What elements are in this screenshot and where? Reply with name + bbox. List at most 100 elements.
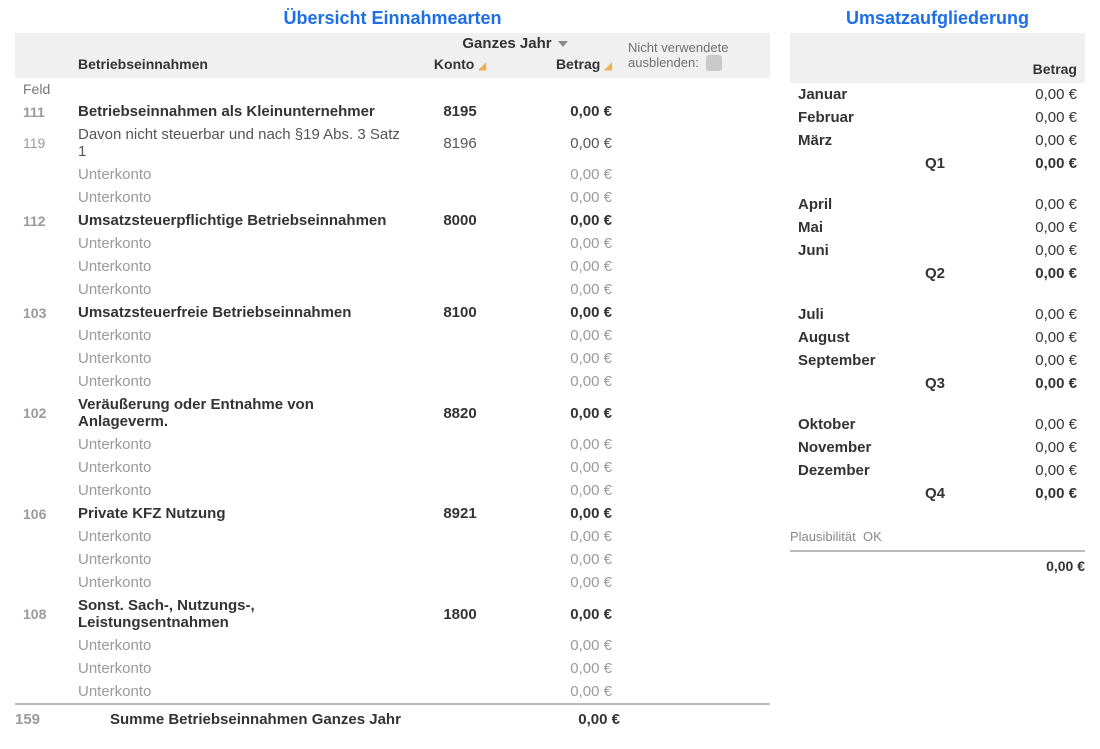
period-amount: 0,00 € [985, 152, 1085, 175]
table-row[interactable]: Unterkonto 0,00 € [15, 232, 770, 255]
quarter-row: Q10,00 € [790, 152, 1085, 175]
row-desc: Unterkonto [70, 680, 410, 704]
table-row[interactable]: Unterkonto0,00 € [15, 456, 770, 479]
period-amount: 0,00 € [985, 262, 1085, 285]
table-row[interactable]: 106Private KFZ Nutzung89210,00 € [15, 502, 770, 525]
table-row[interactable]: 119Davon nicht steuerbar und nach §19 Ab… [15, 123, 770, 163]
row-desc: Unterkonto [70, 571, 410, 594]
field-num [15, 433, 70, 456]
table-row[interactable]: Unterkonto0,00 € [15, 278, 770, 301]
month-row: November0,00 € [790, 436, 1085, 459]
table-row[interactable]: Unterkonto0,00 € [15, 324, 770, 347]
row-desc: Unterkonto [70, 479, 410, 502]
row-amount: 0,00 € [510, 163, 620, 186]
field-num [15, 324, 70, 347]
row-desc: Unterkonto [70, 657, 410, 680]
field-num [15, 680, 70, 704]
field-num [15, 370, 70, 393]
table-row[interactable]: Unterkonto 0,00 € [15, 347, 770, 370]
sort-indicator-icon: ◢ [604, 61, 612, 72]
row-amount: 0,00 € [510, 479, 620, 502]
income-overview-panel: Übersicht Einnahmearten Ganzes Jahr Nich… [15, 0, 770, 734]
period-dropdown[interactable]: Ganzes Jahr [462, 35, 567, 52]
period-label: Q2 [790, 262, 985, 285]
plausibility-label: Plausibilität [790, 529, 856, 544]
row-konto [410, 232, 510, 255]
period-label: März [790, 129, 985, 152]
row-amount: 0,00 € [510, 232, 620, 255]
table-row[interactable]: Unterkonto 0,00 € [15, 370, 770, 393]
month-row: Mai0,00 € [790, 216, 1085, 239]
period-label: Q1 [790, 152, 985, 175]
row-konto [410, 525, 510, 548]
row-konto: 8000 [410, 209, 510, 232]
table-row[interactable]: 108Sonst. Sach-, Nutzungs-, Leistungsent… [15, 594, 770, 634]
field-num: 112 [15, 209, 70, 232]
row-amount: 0,00 € [510, 123, 620, 163]
table-row[interactable]: 103Umsatzsteuerfreie Betriebseinnahmen81… [15, 301, 770, 324]
row-konto: 8100 [410, 301, 510, 324]
row-amount: 0,00 € [510, 347, 620, 370]
plausibility-row: Plausibilität OK [790, 523, 1085, 551]
table-row[interactable]: Unterkonto0,00 € [15, 548, 770, 571]
table-row[interactable]: Unterkonto0,00 € [15, 657, 770, 680]
row-amount: 0,00 € [510, 594, 620, 634]
table-row[interactable]: Unterkonto0,00 € [15, 433, 770, 456]
col-desc-header[interactable]: Betriebseinnahmen [78, 56, 208, 72]
month-row: April0,00 € [790, 193, 1085, 216]
row-amount: 0,00 € [510, 433, 620, 456]
table-row[interactable]: Unterkonto0,00 € [15, 571, 770, 594]
period-amount: 0,00 € [985, 372, 1085, 395]
sort-indicator-icon: ◢ [478, 61, 486, 72]
table-row[interactable]: Unterkonto0,00 € [15, 680, 770, 704]
row-amount: 0,00 € [510, 100, 620, 123]
quarter-row: Q20,00 € [790, 262, 1085, 285]
col-betrag-header[interactable]: Betrag [556, 56, 600, 72]
table-row[interactable]: Unterkonto0,00 € [15, 634, 770, 657]
field-num: 102 [15, 393, 70, 433]
period-label: Juni [790, 239, 985, 262]
field-num [15, 479, 70, 502]
table-row[interactable]: 112Umsatzsteuerpflichtige Betriebseinnah… [15, 209, 770, 232]
hide-unused-checkbox[interactable] [706, 55, 722, 71]
period-label: Q4 [790, 482, 985, 505]
row-desc: Unterkonto [70, 634, 410, 657]
row-konto [410, 324, 510, 347]
row-konto [410, 433, 510, 456]
row-amount: 0,00 € [510, 393, 620, 433]
row-desc: Unterkonto [70, 456, 410, 479]
row-amount: 0,00 € [510, 370, 620, 393]
month-row: Januar0,00 € [790, 83, 1085, 106]
table-row[interactable]: 111Betriebseinnahmen als Kleinunternehme… [15, 100, 770, 123]
table-row[interactable]: Unterkonto 0,00 € [15, 479, 770, 502]
table-row[interactable]: Unterkonto0,00 € [15, 163, 770, 186]
period-label: Februar [790, 106, 985, 129]
table-row[interactable]: Unterkonto0,00 € [15, 525, 770, 548]
table-row[interactable]: 102Veräußerung oder Entnahme von Anlagev… [15, 393, 770, 433]
row-amount: 0,00 € [510, 324, 620, 347]
row-konto: 8921 [410, 502, 510, 525]
table-row[interactable]: Unterkonto0,00 € [15, 186, 770, 209]
row-amount: 0,00 € [510, 502, 620, 525]
field-num [15, 232, 70, 255]
row-desc: Unterkonto [70, 370, 410, 393]
period-label: April [790, 193, 985, 216]
month-row: August0,00 € [790, 326, 1085, 349]
table-row[interactable]: Unterkonto0,00 € [15, 255, 770, 278]
month-row: März0,00 € [790, 129, 1085, 152]
field-num [15, 657, 70, 680]
col-konto-header[interactable]: Konto [434, 56, 474, 72]
row-konto: 1800 [410, 594, 510, 634]
period-amount: 0,00 € [985, 303, 1085, 326]
month-row: Juli0,00 € [790, 303, 1085, 326]
period-amount: 0,00 € [985, 413, 1085, 436]
total-amount: 0,00 € [985, 551, 1085, 580]
period-label: Q3 [790, 372, 985, 395]
field-num: 108 [15, 594, 70, 634]
month-row: Februar0,00 € [790, 106, 1085, 129]
field-num: 103 [15, 301, 70, 324]
period-label: Januar [790, 83, 985, 106]
row-desc: Unterkonto [70, 347, 410, 370]
row-konto [410, 456, 510, 479]
row-desc: Unterkonto [70, 232, 410, 255]
